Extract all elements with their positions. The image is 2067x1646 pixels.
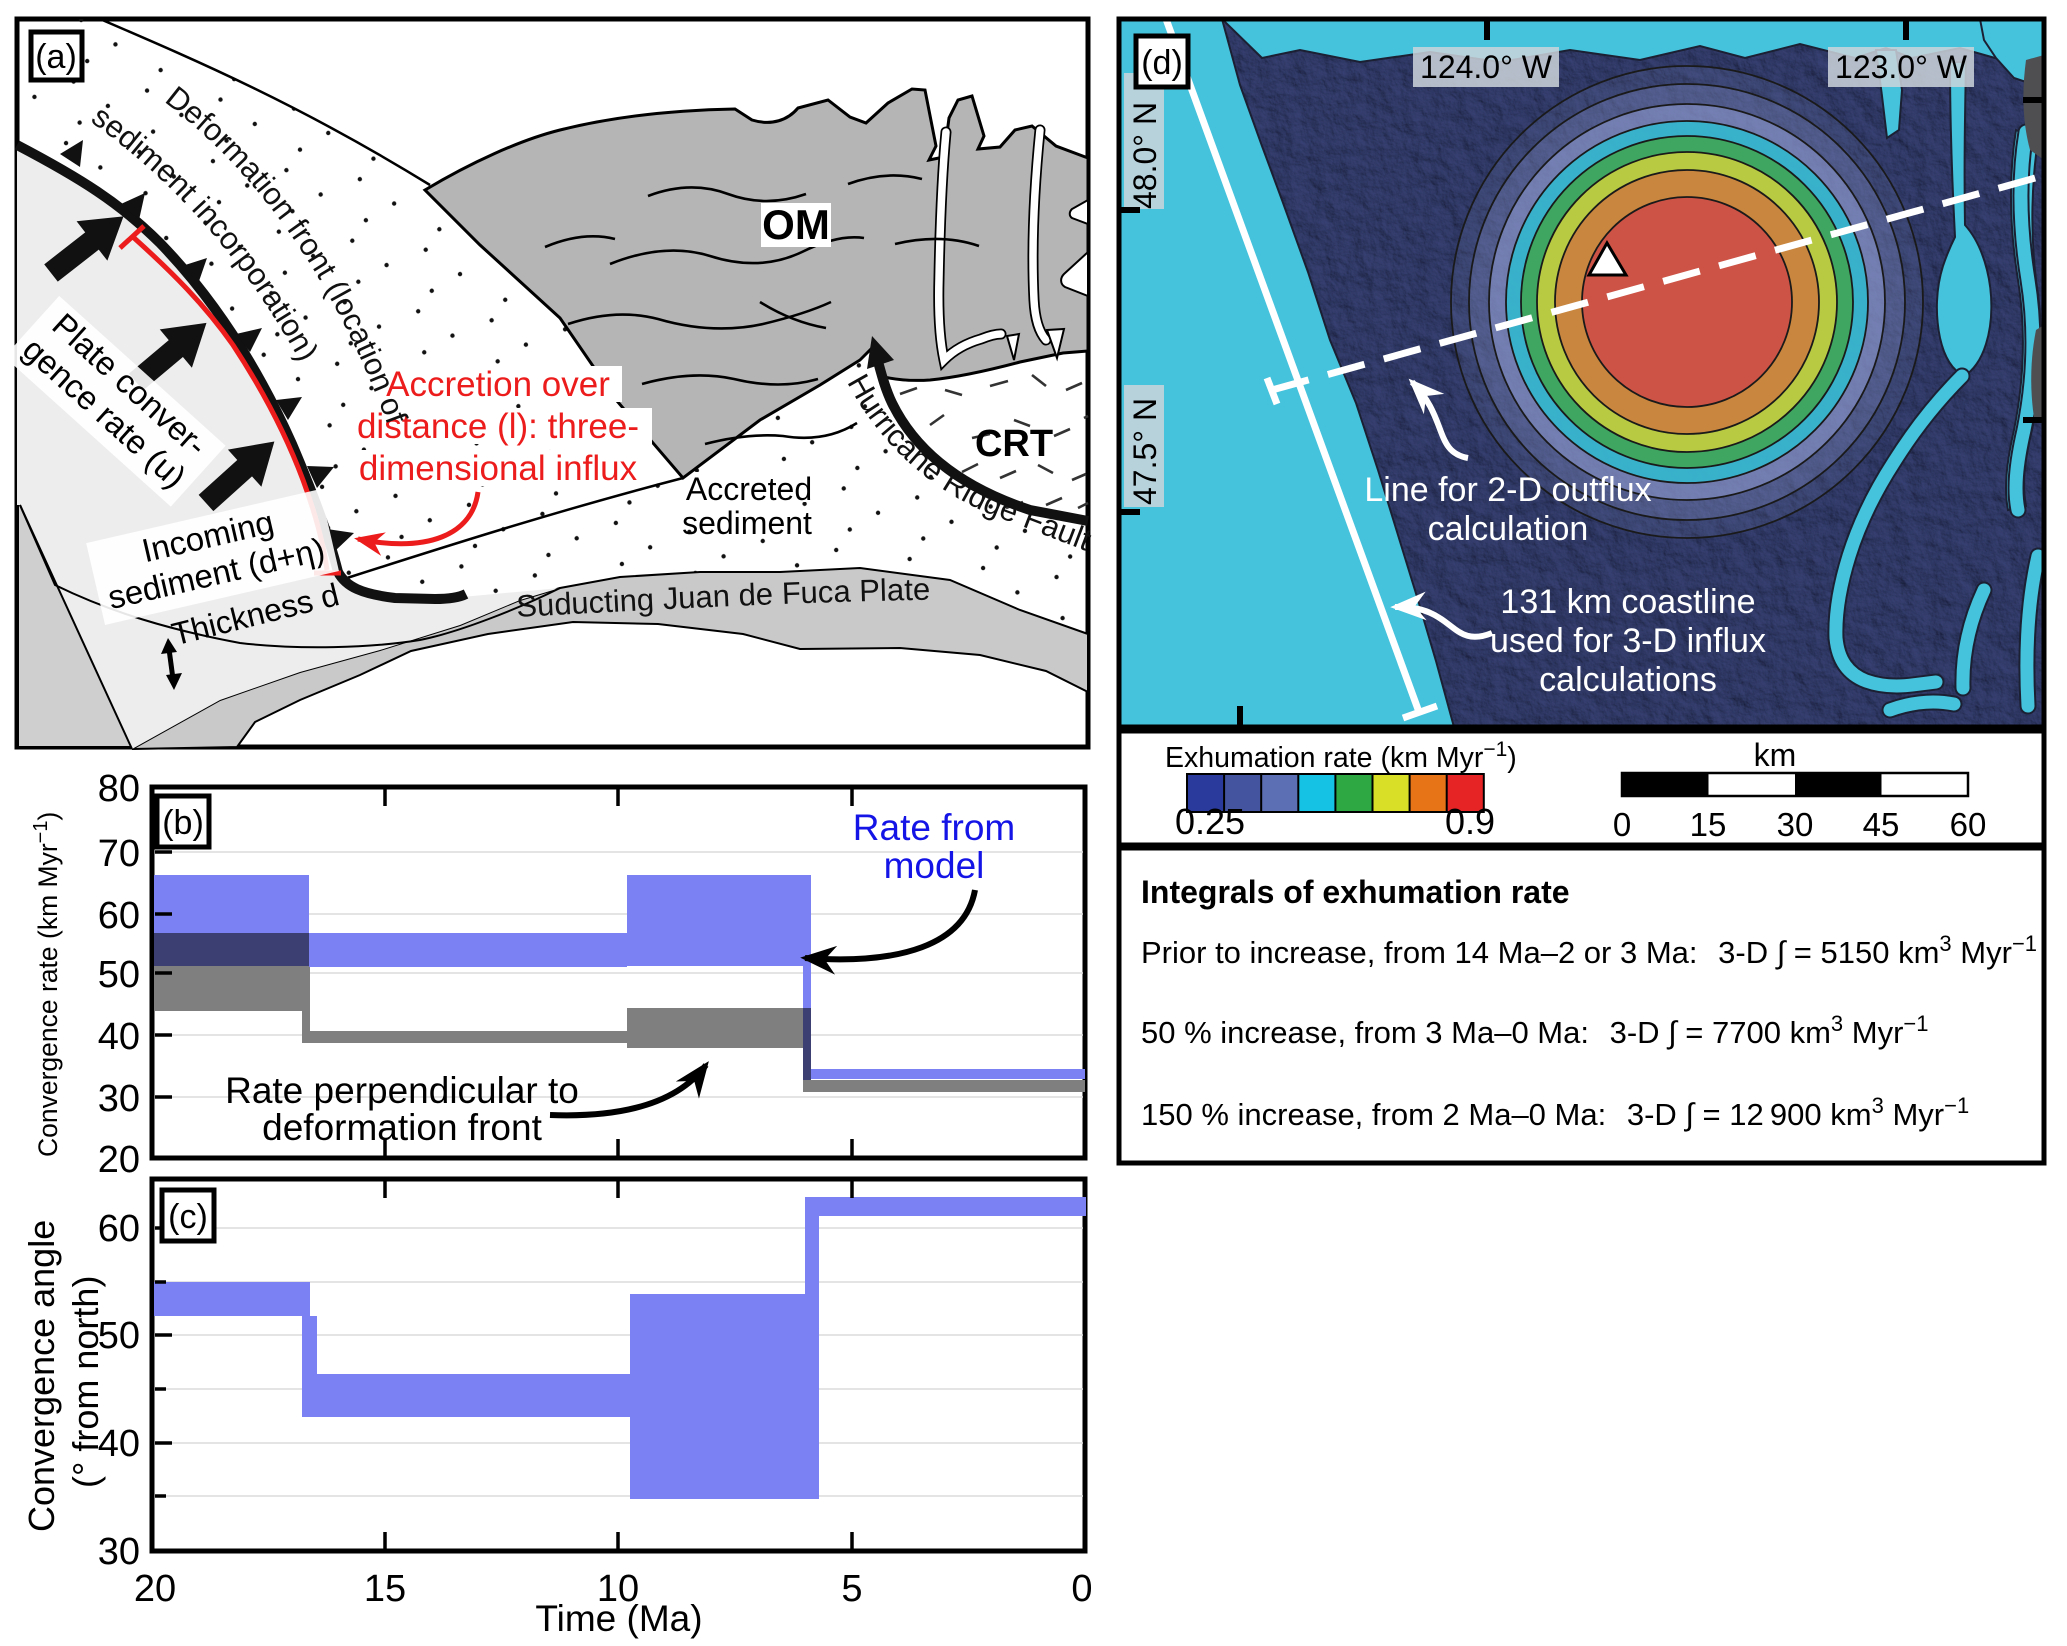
svg-text:Convergence angle: Convergence angle <box>21 1220 62 1532</box>
svg-text:calculation: calculation <box>1428 510 1589 548</box>
svg-text:model: model <box>884 845 985 886</box>
svg-text:30: 30 <box>98 1078 140 1120</box>
svg-text:20: 20 <box>134 1568 176 1610</box>
svg-text:calculations: calculations <box>1539 661 1717 699</box>
svg-text:Prior to increase, from 14 Ma–: Prior to increase, from 14 Ma–2 or 3 Ma:… <box>1141 931 2037 970</box>
svg-text:80: 80 <box>98 768 140 810</box>
svg-text:48.0° N: 48.0° N <box>1127 102 1163 209</box>
svg-text:Exhumation rate (km Myr−1): Exhumation rate (km Myr−1) <box>1165 738 1517 774</box>
svg-text:15: 15 <box>364 1568 406 1610</box>
svg-text:km: km <box>1754 737 1797 773</box>
svg-text:0: 0 <box>1071 1568 1092 1610</box>
svg-text:50: 50 <box>98 954 140 996</box>
svg-text:131 km coastline: 131 km coastline <box>1500 583 1755 621</box>
svg-text:Rate perpendicular to: Rate perpendicular to <box>225 1070 579 1111</box>
svg-text:Integrals of exhumation rate: Integrals of exhumation rate <box>1141 874 1570 910</box>
svg-text:used for 3-D influx: used for 3-D influx <box>1490 622 1766 660</box>
svg-text:Accretion over: Accretion over <box>386 365 610 404</box>
svg-text:0.9: 0.9 <box>1445 801 1495 842</box>
svg-text:0.25: 0.25 <box>1175 801 1245 842</box>
svg-text:30: 30 <box>1777 806 1814 843</box>
svg-text:15: 15 <box>1690 806 1727 843</box>
svg-text:distance (l): three-: distance (l): three- <box>357 407 639 446</box>
svg-text:(b): (b) <box>162 804 204 842</box>
svg-text:40: 40 <box>98 1016 140 1058</box>
svg-text:123.0° W: 123.0° W <box>1835 49 1968 85</box>
svg-text:CRT: CRT <box>975 423 1053 465</box>
svg-text:0: 0 <box>1613 806 1631 843</box>
svg-text:Line for 2-D outflux: Line for 2-D outflux <box>1364 471 1651 509</box>
svg-text:45: 45 <box>1863 806 1900 843</box>
svg-text:(a): (a) <box>35 38 77 76</box>
svg-text:70: 70 <box>98 833 140 875</box>
svg-text:150 % increase, from 2 Ma–0 Ma: 150 % increase, from 2 Ma–0 Ma: 3-D ∫ = … <box>1141 1093 1969 1132</box>
svg-text:50 % increase, from 3 Ma–0 Ma:: 50 % increase, from 3 Ma–0 Ma: 3-D ∫ = 7… <box>1141 1011 1929 1050</box>
svg-text:5: 5 <box>841 1568 862 1610</box>
svg-text:Time (Ma): Time (Ma) <box>535 1598 702 1639</box>
svg-text:OM: OM <box>762 201 830 248</box>
svg-text:10: 10 <box>597 1568 639 1610</box>
svg-text:dimensional influx: dimensional influx <box>359 449 638 488</box>
svg-text:(c): (c) <box>168 1198 208 1236</box>
svg-text:20: 20 <box>98 1139 140 1181</box>
svg-text:Rate from: Rate from <box>853 807 1015 848</box>
svg-text:Accreted: Accreted <box>686 471 812 507</box>
svg-text:47.5° N: 47.5° N <box>1127 398 1163 505</box>
svg-text:40: 40 <box>98 1423 140 1465</box>
svg-text:50: 50 <box>98 1315 140 1357</box>
svg-text:deformation front: deformation front <box>262 1107 542 1148</box>
svg-text:sediment: sediment <box>682 505 812 541</box>
svg-text:30: 30 <box>98 1531 140 1573</box>
svg-text:(° from north): (° from north) <box>65 1276 106 1488</box>
svg-text:60: 60 <box>98 1208 140 1250</box>
svg-text:124.0° W: 124.0° W <box>1420 49 1553 85</box>
svg-text:60: 60 <box>98 895 140 937</box>
svg-text:(d): (d) <box>1141 44 1183 82</box>
svg-text:Convergence rate (km Myr−1): Convergence rate (km Myr−1) <box>30 812 63 1157</box>
svg-text:60: 60 <box>1950 806 1987 843</box>
